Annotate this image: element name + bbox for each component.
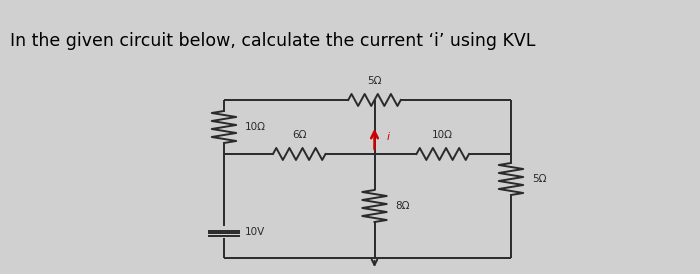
Text: 5Ω: 5Ω (532, 174, 547, 184)
Text: 10Ω: 10Ω (245, 122, 266, 132)
Text: 6Ω: 6Ω (292, 130, 307, 140)
Text: 10Ω: 10Ω (433, 130, 454, 140)
Text: i: i (387, 132, 390, 142)
Text: 10V: 10V (245, 227, 265, 237)
Text: In the given circuit below, calculate the current ‘i’ using KVL: In the given circuit below, calculate th… (10, 32, 536, 50)
Text: 8Ω: 8Ω (395, 201, 410, 211)
Text: 5Ω: 5Ω (368, 76, 382, 86)
